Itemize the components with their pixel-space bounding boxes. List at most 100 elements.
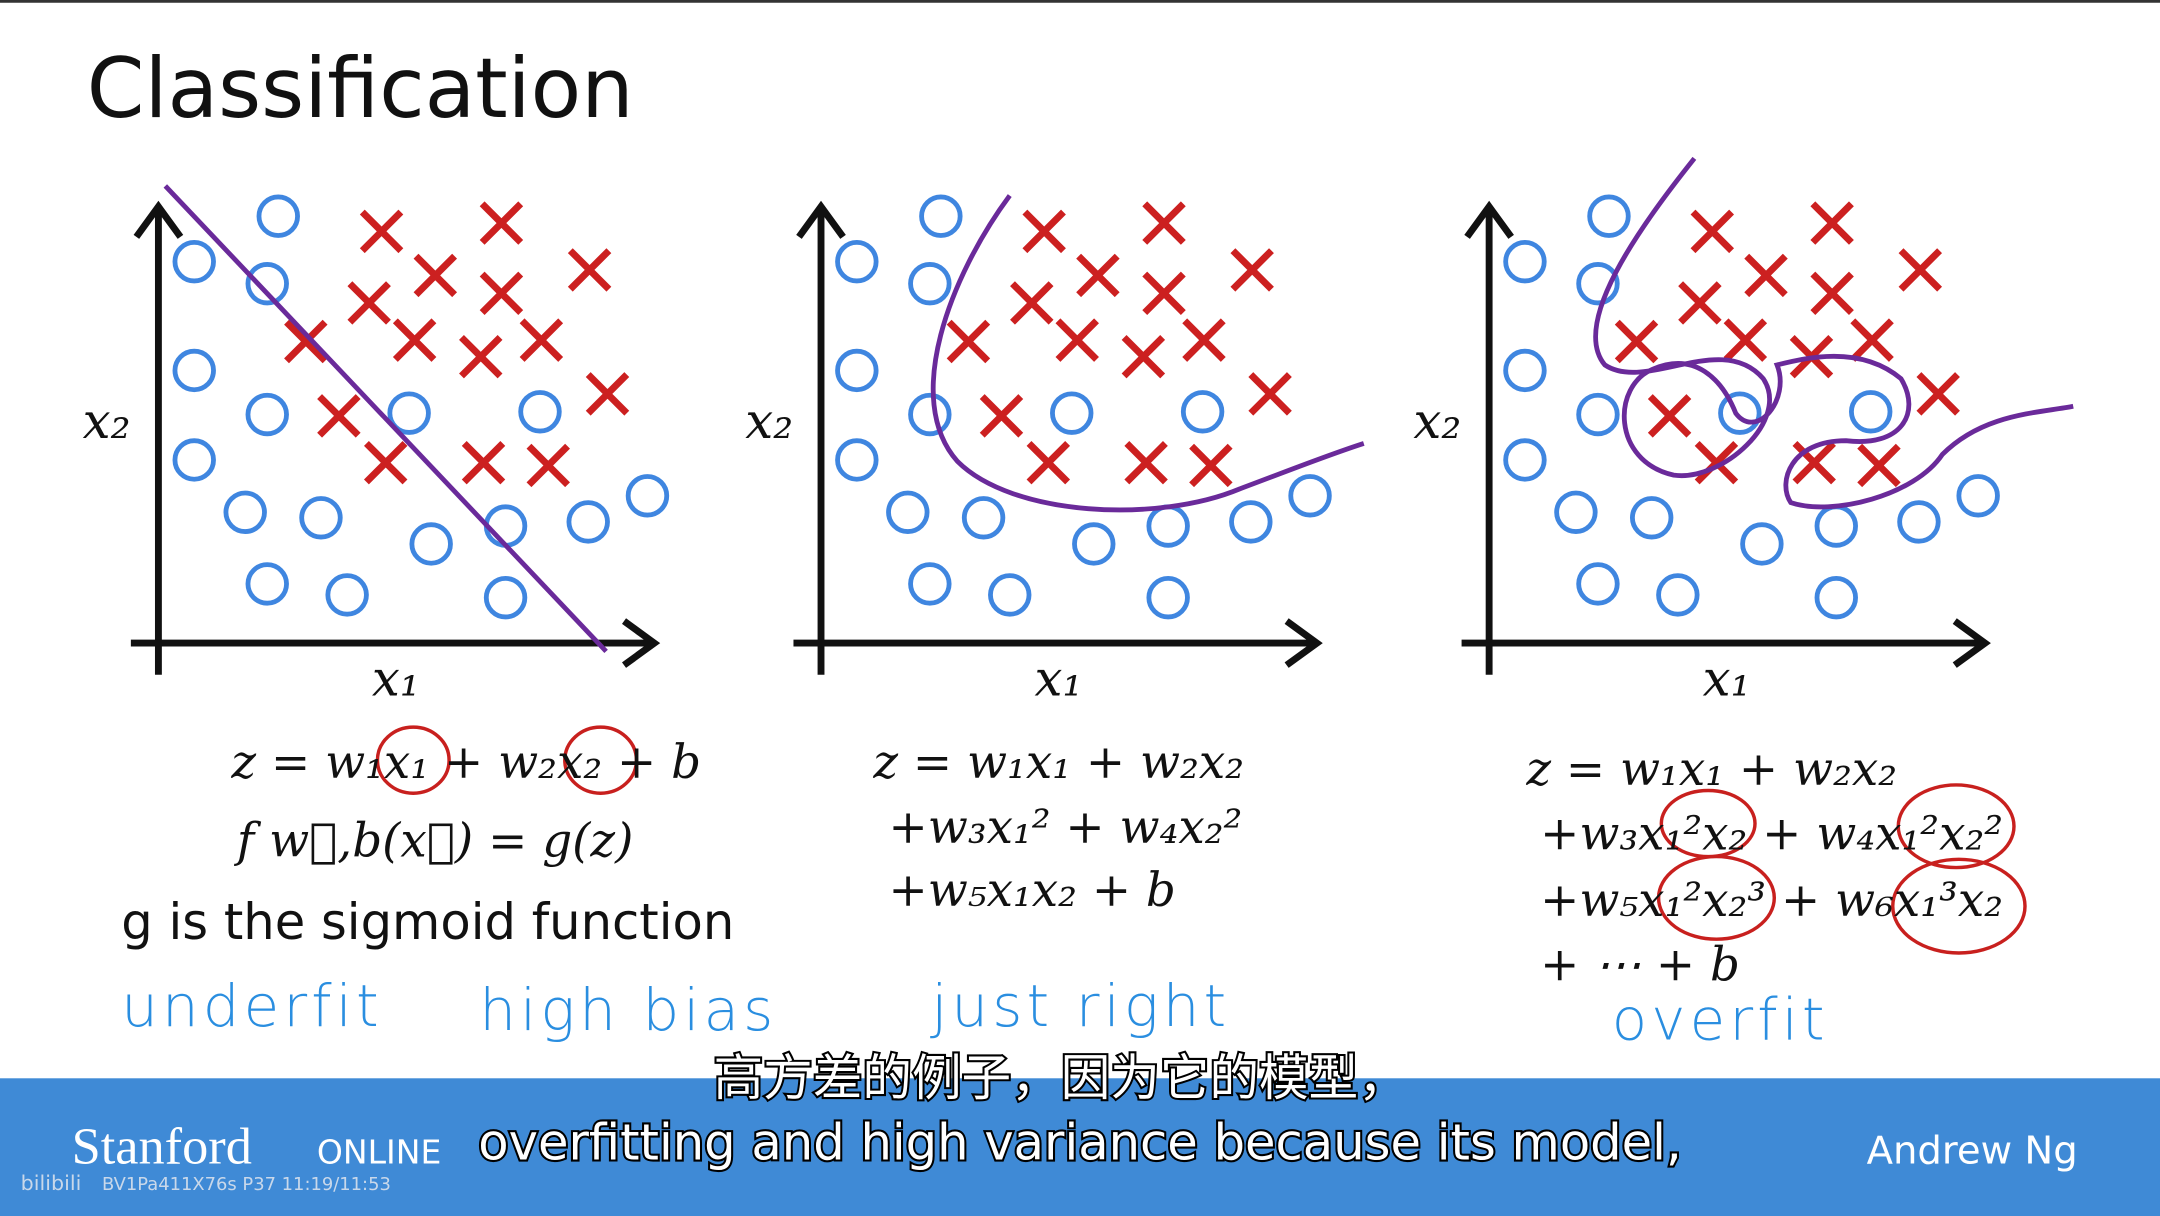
equation: z = w₁x₁ + w₂x₂ xyxy=(1525,743,1897,797)
class-o xyxy=(1849,390,1893,434)
class-x xyxy=(1076,253,1120,298)
class-o xyxy=(483,504,528,548)
circle-note xyxy=(1896,783,2016,870)
x-axis xyxy=(130,618,661,668)
class-o xyxy=(919,194,963,238)
class-x xyxy=(1248,372,1292,416)
equation: + ⋯ + b xyxy=(1540,939,1740,993)
class-o xyxy=(409,522,453,566)
class-o xyxy=(908,392,952,437)
class-x xyxy=(347,281,391,325)
class-o xyxy=(1554,490,1598,534)
class-o xyxy=(1288,474,1332,518)
class-x xyxy=(1857,443,1901,488)
class-o xyxy=(483,575,528,620)
handwritten-label: high bias xyxy=(479,976,777,1044)
circle-note xyxy=(375,725,451,795)
class-x xyxy=(519,318,564,362)
class-x xyxy=(1810,201,1854,245)
class-o xyxy=(1576,392,1620,437)
watermark-logo: bilibili xyxy=(21,1171,82,1195)
class-x xyxy=(1055,318,1099,362)
class-o xyxy=(1503,348,1547,393)
subtitle-chinese: 高方差的例子，因为它的模型， xyxy=(714,1049,1408,1107)
class-o xyxy=(1146,504,1190,548)
equation: z = w₁x₁ + w₂x₂ xyxy=(872,736,1244,790)
watermark-id: BV1Pa411X76s P37 11:19/11:53 xyxy=(102,1174,391,1195)
class-o xyxy=(1146,575,1190,620)
class-x xyxy=(413,253,458,298)
class-x xyxy=(1694,440,1739,485)
class-o xyxy=(1229,500,1273,544)
y-axis-label: x₂ xyxy=(745,392,793,450)
class-o xyxy=(835,438,879,482)
class-o xyxy=(1576,562,1620,606)
class-o xyxy=(223,490,267,534)
class-o xyxy=(172,239,216,284)
handwritten-label: underfit xyxy=(121,972,383,1040)
x-axis xyxy=(793,618,1323,668)
class-o xyxy=(299,496,343,540)
title: Classification xyxy=(87,41,634,137)
class-x xyxy=(284,319,328,364)
class-o xyxy=(245,261,289,306)
equation: f w⃗,b(x⃗) = g(z) xyxy=(234,815,633,869)
handwritten-label: overfit xyxy=(1612,986,1829,1054)
subtitle-english: overfitting and high variance because it… xyxy=(478,1114,1681,1172)
x-axis-label: x₁ xyxy=(1703,649,1751,707)
class-x xyxy=(1182,318,1226,362)
x-axis xyxy=(1461,618,1991,668)
overfit-boundary xyxy=(1593,156,2074,510)
class-x xyxy=(1792,440,1836,485)
brand-suffix: ONLINE xyxy=(317,1133,442,1172)
class-x xyxy=(585,372,630,416)
class-o xyxy=(1576,261,1620,306)
class-o xyxy=(961,496,1006,540)
class-o xyxy=(387,391,431,435)
top-border xyxy=(0,0,2160,3)
class-x xyxy=(1121,334,1166,379)
class-o xyxy=(245,562,289,606)
class-x xyxy=(1647,394,1692,438)
class-o xyxy=(1503,438,1547,482)
class-x xyxy=(526,443,570,488)
class-x xyxy=(1230,248,1274,292)
class-o xyxy=(625,474,670,518)
linear-boundary xyxy=(163,184,608,654)
class-x xyxy=(363,440,408,485)
class-o xyxy=(256,194,300,238)
class-x xyxy=(1189,443,1233,488)
quadratic-boundary xyxy=(930,194,1365,513)
circle-note xyxy=(1656,854,1777,941)
plots: x₁ x₂ x₁ x₂ x₁ x₂ xyxy=(83,194,2000,707)
y-axis xyxy=(1464,200,1514,675)
class-x xyxy=(459,334,503,379)
class-x xyxy=(567,248,612,292)
speaker: Andrew Ng xyxy=(1867,1129,2078,1174)
class-x xyxy=(1723,318,1768,362)
class-o xyxy=(325,573,369,617)
class-o xyxy=(1718,391,1762,435)
x-axis-label: x₁ xyxy=(372,649,420,707)
class-o xyxy=(908,261,952,306)
class-o xyxy=(518,390,562,434)
brand: Stanford xyxy=(72,1118,252,1176)
class-x xyxy=(1022,209,1066,254)
class-x xyxy=(359,209,404,254)
class-x xyxy=(1614,319,1659,364)
class-o xyxy=(245,392,289,437)
class-o xyxy=(988,573,1032,617)
class-x xyxy=(979,394,1024,438)
equation: z = w₁x₁ + w₂x₂ + b xyxy=(230,736,701,790)
class-x xyxy=(1142,201,1186,245)
class-x xyxy=(479,271,524,316)
class-o xyxy=(1814,575,1858,620)
class-x xyxy=(479,201,524,245)
class-o xyxy=(1814,504,1858,548)
class-o xyxy=(886,490,930,534)
red-annotations xyxy=(375,725,2027,955)
y-axis-label: x₂ xyxy=(1413,392,1461,450)
handwritten-label: just right xyxy=(929,972,1230,1040)
class-x xyxy=(1898,248,1943,292)
